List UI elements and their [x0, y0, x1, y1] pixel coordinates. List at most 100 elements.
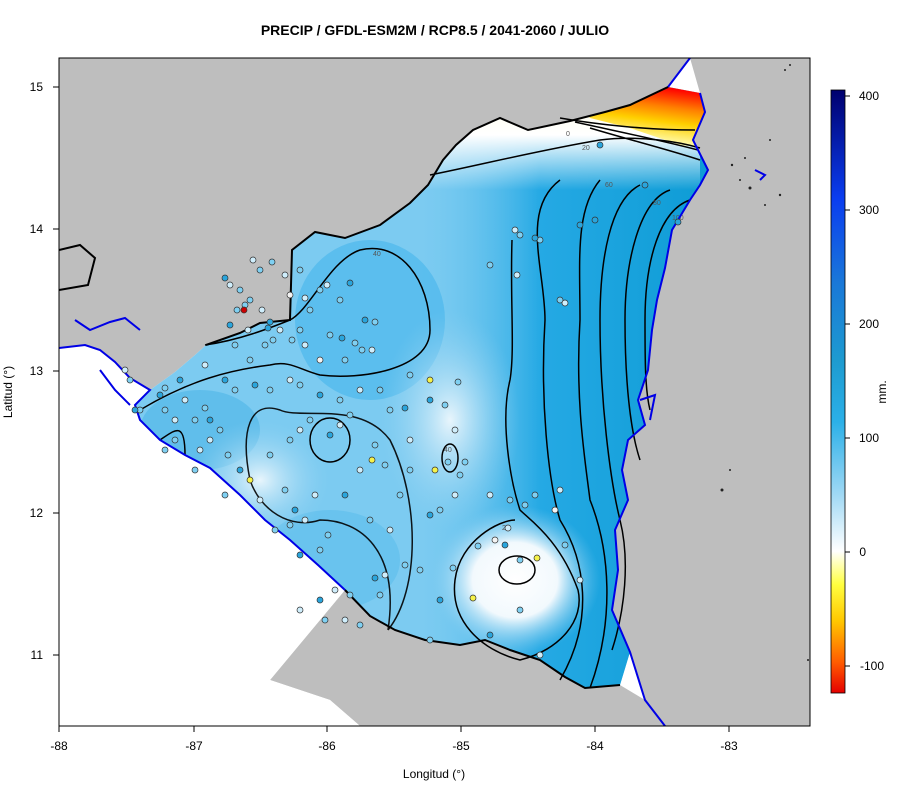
- station-marker: [486, 491, 494, 499]
- station-marker: [301, 341, 309, 349]
- station-marker: [358, 346, 366, 354]
- station-marker: [216, 426, 224, 434]
- station-marker: [288, 336, 296, 344]
- station-marker: [233, 306, 241, 314]
- station-marker: [266, 451, 274, 459]
- y-tick-label: 14: [30, 222, 44, 236]
- station-marker: [386, 406, 394, 414]
- station-marker: [341, 356, 349, 364]
- colorbar-tick-label: -100: [860, 659, 884, 673]
- station-marker: [236, 466, 244, 474]
- station-marker: [161, 446, 169, 454]
- station-marker: [341, 491, 349, 499]
- station-marker: [306, 416, 314, 424]
- station-marker: [336, 421, 344, 429]
- station-marker: [191, 466, 199, 474]
- x-tick-label: -86: [318, 739, 336, 753]
- islands: [720, 64, 809, 661]
- x-tick-label: -88: [50, 739, 68, 753]
- y-tick-label: 13: [30, 364, 44, 378]
- station-marker: [366, 516, 374, 524]
- station-marker: [516, 556, 524, 564]
- station-marker: [326, 331, 334, 339]
- station-marker: [381, 461, 389, 469]
- station-marker: [346, 411, 354, 419]
- contour-label: 80: [653, 200, 661, 207]
- station-marker: [256, 266, 264, 274]
- station-marker: [376, 386, 384, 394]
- station-marker: [281, 271, 289, 279]
- station-marker: [451, 491, 459, 499]
- station-marker: [426, 376, 434, 384]
- station-marker: [516, 231, 524, 239]
- station-marker: [221, 491, 229, 499]
- station-marker: [226, 281, 234, 289]
- station-marker: [276, 326, 284, 334]
- caribbean-grey-area: [612, 58, 810, 726]
- station-marker: [451, 426, 459, 434]
- station-marker: [368, 456, 376, 464]
- station-marker: [240, 306, 248, 314]
- map-title: PRECIP / GFDL-ESM2M / RCP8.5 / 2041-2060…: [261, 22, 609, 38]
- station-marker: [261, 341, 269, 349]
- station-marker: [346, 279, 354, 287]
- station-marker: [444, 458, 452, 466]
- y-tick-labels: 15 14 13 12 11: [30, 80, 44, 662]
- station-marker: [371, 574, 379, 582]
- station-marker: [454, 378, 462, 386]
- plot-frame: [58, 57, 811, 727]
- station-marker: [296, 326, 304, 334]
- station-marker: [296, 266, 304, 274]
- pacific-ocean: [59, 345, 360, 726]
- station-marker: [406, 436, 414, 444]
- station-marker: [426, 511, 434, 519]
- station-marker: [531, 491, 539, 499]
- colorbar-tick-label: 300: [859, 203, 879, 217]
- station-marker: [321, 616, 329, 624]
- station-marker: [396, 491, 404, 499]
- station-marker: [316, 391, 324, 399]
- station-marker: [641, 181, 649, 189]
- station-marker: [236, 286, 244, 294]
- national-border: [59, 86, 669, 690]
- colorbar-unit-label: mm.: [875, 380, 889, 403]
- station-marker: [368, 346, 376, 354]
- station-marker: [361, 316, 369, 324]
- station-marker: [323, 281, 331, 289]
- colorbar-ticks: [845, 95, 850, 667]
- station-marker: [191, 416, 199, 424]
- station-marker: [286, 521, 294, 529]
- station-marker: [556, 486, 564, 494]
- x-tick-label: -83: [720, 739, 738, 753]
- station-marker: [596, 141, 604, 149]
- station-marker: [161, 384, 169, 392]
- station-marker: [346, 591, 354, 599]
- station-marker: [206, 416, 214, 424]
- contour-label: 40: [444, 447, 452, 454]
- station-marker: [281, 486, 289, 494]
- station-marker: [246, 356, 254, 364]
- station-marker: [536, 651, 544, 659]
- colorbar-tick-label: 100: [859, 431, 879, 445]
- station-marker: [371, 441, 379, 449]
- station-marker: [338, 334, 346, 342]
- station-marker: [121, 366, 129, 374]
- station-marker: [156, 391, 164, 399]
- x-axis-title: Longitud (°): [403, 767, 465, 781]
- station-marker: [126, 376, 134, 384]
- station-marker: [531, 234, 539, 242]
- station-marker: [386, 526, 394, 534]
- station-marker: [456, 471, 464, 479]
- station-marker: [356, 386, 364, 394]
- station-marker: [286, 436, 294, 444]
- colorbar-tick-label: 200: [859, 317, 879, 331]
- x-tick-label: -84: [586, 739, 604, 753]
- station-marker: [258, 306, 266, 314]
- station-marker: [561, 541, 569, 549]
- station-marker: [511, 226, 519, 234]
- station-marker: [266, 386, 274, 394]
- station-marker: [171, 436, 179, 444]
- station-marker: [316, 356, 324, 364]
- y-tick-label: 11: [31, 648, 44, 662]
- station-marker: [231, 341, 239, 349]
